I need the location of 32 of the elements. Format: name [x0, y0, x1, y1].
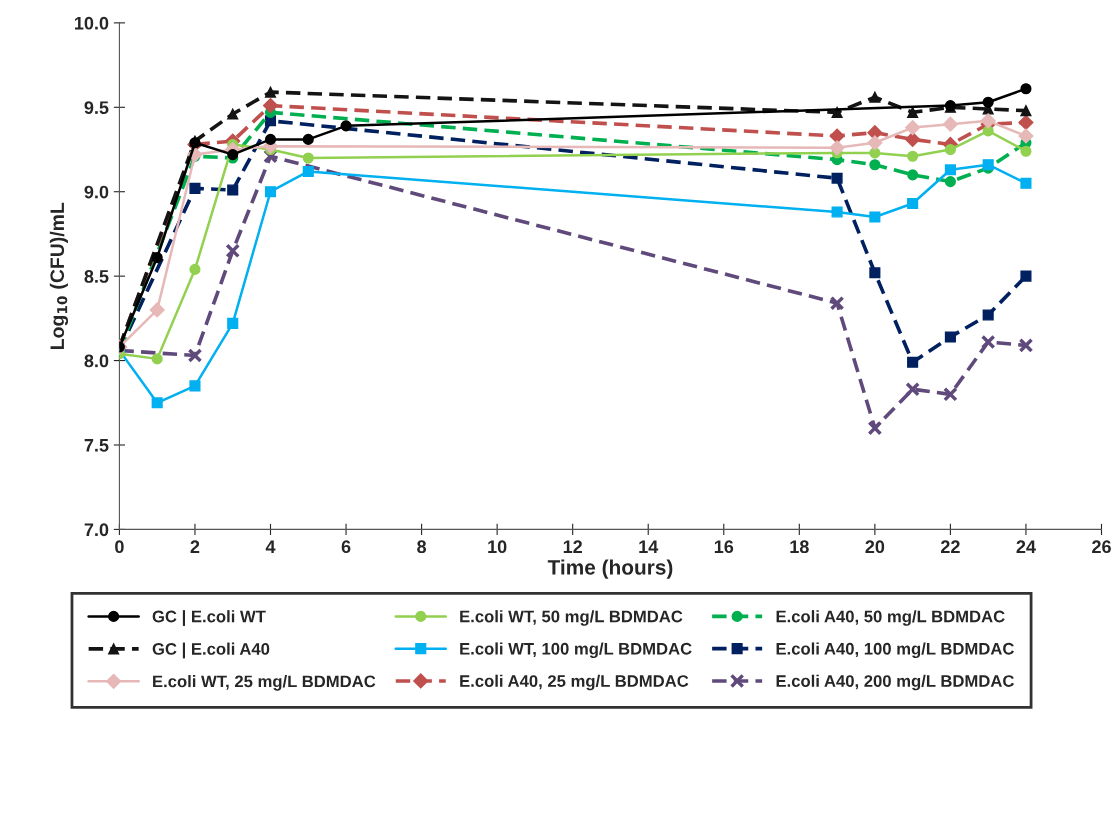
x-tick-label: 24: [1016, 540, 1036, 553]
x-axis-title: Time (hours): [547, 559, 673, 579]
x-tick-label: 10: [488, 540, 507, 554]
x-tick-label: 0: [115, 540, 124, 554]
legend-label: E.coli A40, 50 mg/L BDMDAC: [776, 610, 1005, 626]
legend-label: E.coli A40, 25 mg/L BDMDAC: [460, 674, 689, 691]
legend-label: E.coli A40, 100 mg/L BDMDAC: [776, 642, 1014, 659]
x-tick-label: 12: [563, 540, 582, 553]
legend-label: GC | E.coli A40: [152, 642, 270, 659]
x-tick-label: 8: [417, 540, 427, 554]
x-tick-label: 26: [1092, 540, 1111, 554]
x-tick-label: 14: [639, 540, 659, 553]
legend-label: E.coli WT, 100 mg/L BDMDAC: [460, 642, 692, 659]
y-tick-label: 7.0: [84, 523, 109, 537]
x-tick-label: 20: [865, 540, 885, 554]
x-tick-label: 16: [714, 540, 734, 554]
y-tick-label: 8.0: [84, 354, 109, 368]
y-tick-label: 9.5: [84, 101, 109, 115]
x-tick-label: 18: [790, 540, 809, 554]
y-tick-label: 10.0: [74, 16, 109, 30]
x-tick-label: 4: [265, 540, 276, 553]
y-tick-label: 9.0: [84, 185, 109, 199]
legend-label: E.coli A40, 200 mg/L BDMDAC: [776, 674, 1014, 691]
y-axis-title: Log$_{10}$ (CFU)/mL: [49, 202, 69, 350]
legend-label: E.coli WT, 25 mg/L BDMDAC: [153, 675, 376, 691]
legend-label: E.coli WT, 50 mg/L BDMDAC: [460, 610, 683, 626]
x-tick-label: 6: [341, 540, 351, 554]
x-tick-label: 2: [190, 540, 200, 553]
legend-label: GC | E.coli WT: [152, 610, 266, 626]
y-tick-label: 7.5: [84, 439, 109, 452]
y-tick-label: 8.5: [84, 270, 109, 283]
x-tick-label: 22: [940, 540, 960, 553]
